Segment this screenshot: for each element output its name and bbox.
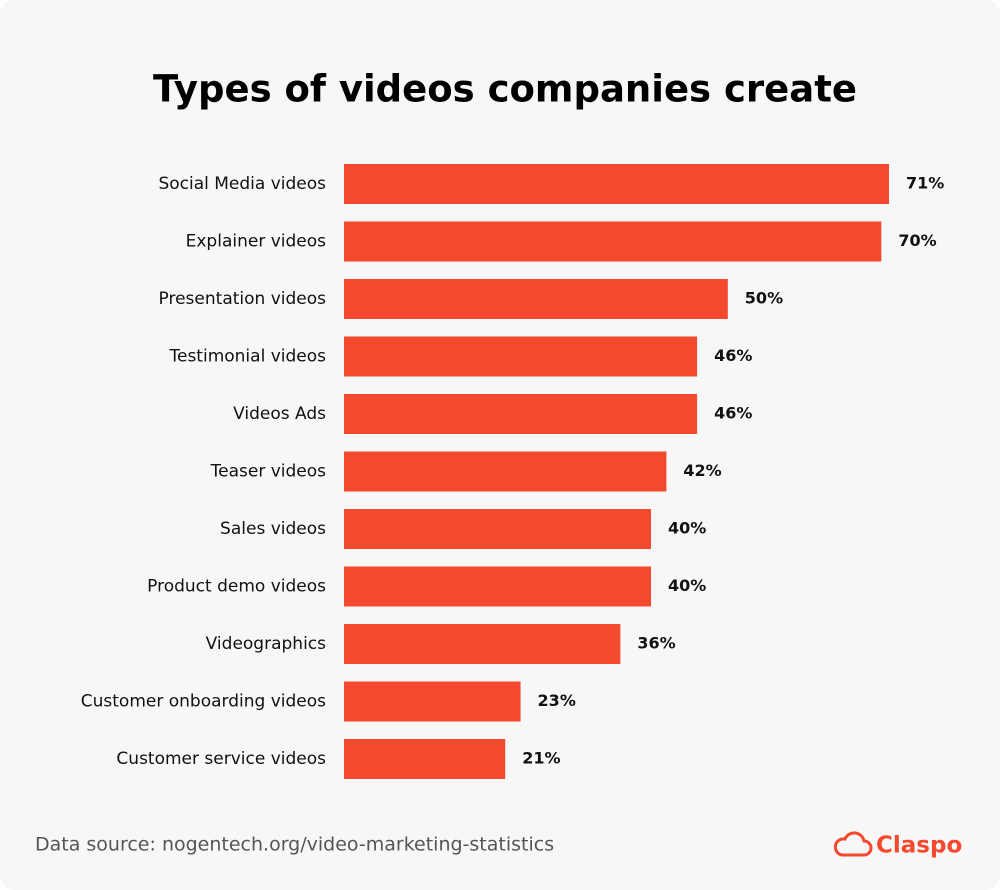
logo-icon bbox=[833, 831, 873, 857]
brand-name: Claspo bbox=[876, 833, 962, 859]
bar bbox=[344, 164, 889, 204]
value-label: 42% bbox=[683, 461, 721, 480]
category-label: Explainer videos bbox=[186, 232, 327, 252]
category-label: Social Media videos bbox=[158, 174, 326, 194]
category-label: Customer service videos bbox=[116, 749, 326, 769]
bar bbox=[344, 451, 667, 492]
value-label: 71% bbox=[906, 174, 944, 193]
category-label: Teaser videos bbox=[210, 462, 327, 482]
value-label: 70% bbox=[898, 231, 936, 250]
value-label: 46% bbox=[714, 346, 752, 365]
chart-title: Types of videos companies create bbox=[153, 68, 857, 111]
bar bbox=[344, 739, 506, 779]
bar bbox=[344, 509, 652, 549]
value-label: 46% bbox=[714, 404, 752, 423]
bar bbox=[344, 394, 698, 434]
category-label: Sales videos bbox=[220, 519, 326, 539]
value-label: 23% bbox=[538, 691, 576, 710]
category-label: Customer onboarding videos bbox=[81, 692, 326, 712]
category-label: Testimonial videos bbox=[169, 347, 327, 367]
category-label: Videos Ads bbox=[233, 404, 326, 424]
value-label: 50% bbox=[745, 289, 783, 308]
value-label: 21% bbox=[522, 749, 560, 768]
value-label: 40% bbox=[668, 576, 706, 595]
bar bbox=[344, 566, 652, 607]
value-label: 40% bbox=[668, 519, 706, 538]
brand-logo: Claspo bbox=[833, 831, 962, 859]
bar bbox=[344, 681, 521, 722]
value-label: 36% bbox=[637, 634, 675, 653]
bar bbox=[344, 624, 621, 664]
bar bbox=[344, 221, 882, 262]
category-label: Videographics bbox=[206, 634, 326, 654]
category-label: Presentation videos bbox=[159, 289, 327, 309]
source-note: Data source: nogentech.org/video-marketi… bbox=[35, 834, 554, 856]
category-label: Product demo videos bbox=[147, 577, 326, 597]
bar bbox=[344, 279, 728, 319]
bar bbox=[344, 336, 698, 377]
